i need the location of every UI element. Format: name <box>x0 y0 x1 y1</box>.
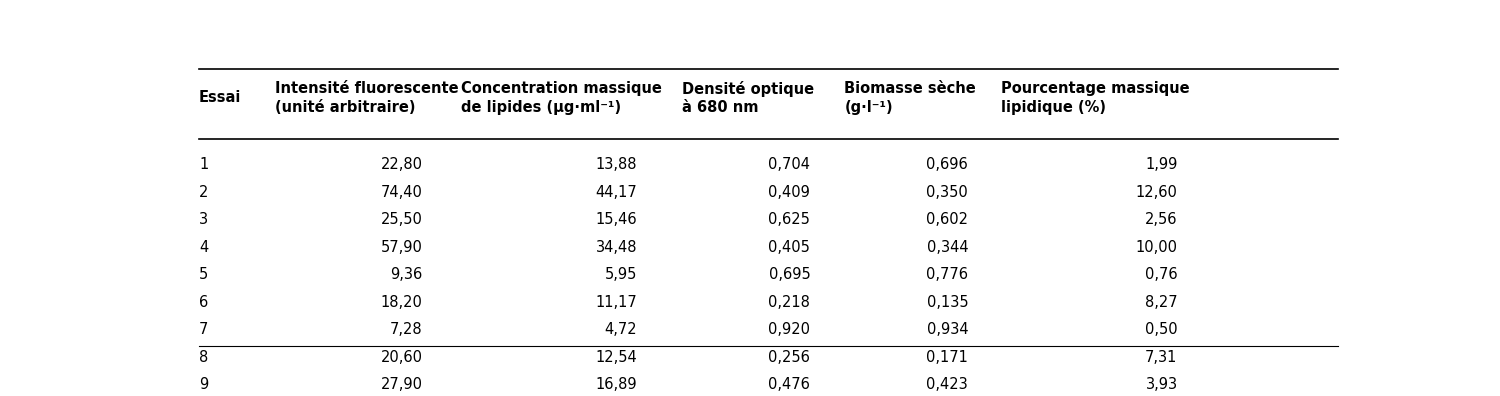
Text: 1,99: 1,99 <box>1144 158 1178 172</box>
Text: 25,50: 25,50 <box>381 212 423 227</box>
Text: 0,476: 0,476 <box>768 377 810 392</box>
Text: 2,56: 2,56 <box>1144 212 1178 227</box>
Text: 7: 7 <box>200 322 208 337</box>
Text: 9: 9 <box>200 377 208 392</box>
Text: 0,423: 0,423 <box>927 377 968 392</box>
Text: 4: 4 <box>200 240 208 255</box>
Text: 74,40: 74,40 <box>381 185 423 200</box>
Text: 8,27: 8,27 <box>1144 295 1178 310</box>
Text: 9,36: 9,36 <box>390 267 423 282</box>
Text: 20,60: 20,60 <box>381 350 423 364</box>
Text: Intensité fluorescente
(unité arbitraire): Intensité fluorescente (unité arbitraire… <box>274 81 459 114</box>
Text: 12,60: 12,60 <box>1136 185 1178 200</box>
Text: 0,602: 0,602 <box>926 212 968 227</box>
Text: 11,17: 11,17 <box>596 295 638 310</box>
Text: 7,28: 7,28 <box>390 322 423 337</box>
Text: 0,135: 0,135 <box>927 295 968 310</box>
Text: 13,88: 13,88 <box>596 158 638 172</box>
Text: 27,90: 27,90 <box>381 377 423 392</box>
Text: 0,625: 0,625 <box>768 212 810 227</box>
Text: 0,704: 0,704 <box>768 158 810 172</box>
Text: 34,48: 34,48 <box>596 240 638 255</box>
Text: 10,00: 10,00 <box>1136 240 1178 255</box>
Text: Biomasse sèche
(g·l⁻¹): Biomasse sèche (g·l⁻¹) <box>844 81 976 114</box>
Text: 18,20: 18,20 <box>381 295 423 310</box>
Text: 3: 3 <box>200 212 208 227</box>
Text: 0,344: 0,344 <box>927 240 968 255</box>
Text: 12,54: 12,54 <box>596 350 638 364</box>
Text: 0,920: 0,920 <box>768 322 810 337</box>
Text: 8: 8 <box>200 350 208 364</box>
Text: 3,93: 3,93 <box>1146 377 1178 392</box>
Text: Densité optique
à 680 nm: Densité optique à 680 nm <box>681 80 813 115</box>
Text: 5: 5 <box>200 267 208 282</box>
Text: 0,409: 0,409 <box>768 185 810 200</box>
Text: Concentration massique
de lipides (μg·ml⁻¹): Concentration massique de lipides (μg·ml… <box>460 81 662 114</box>
Text: Pourcentage massique
lipidique (%): Pourcentage massique lipidique (%) <box>1002 81 1190 114</box>
Text: 0,218: 0,218 <box>768 295 810 310</box>
Text: 1: 1 <box>200 158 208 172</box>
Text: 22,80: 22,80 <box>381 158 423 172</box>
Text: 2: 2 <box>200 185 208 200</box>
Text: 0,50: 0,50 <box>1144 322 1178 337</box>
Text: 0,405: 0,405 <box>768 240 810 255</box>
Text: 0,696: 0,696 <box>927 158 968 172</box>
Text: 57,90: 57,90 <box>381 240 423 255</box>
Text: 0,776: 0,776 <box>926 267 968 282</box>
Text: 0,76: 0,76 <box>1144 267 1178 282</box>
Text: 0,695: 0,695 <box>768 267 810 282</box>
Text: 0,171: 0,171 <box>927 350 968 364</box>
Text: Essai: Essai <box>200 90 242 105</box>
Text: 0,256: 0,256 <box>768 350 810 364</box>
Text: 0,934: 0,934 <box>927 322 968 337</box>
Text: 5,95: 5,95 <box>604 267 638 282</box>
Text: 15,46: 15,46 <box>596 212 638 227</box>
Text: 7,31: 7,31 <box>1144 350 1178 364</box>
Text: 6: 6 <box>200 295 208 310</box>
Text: 0,350: 0,350 <box>927 185 968 200</box>
Text: 44,17: 44,17 <box>596 185 638 200</box>
Text: 4,72: 4,72 <box>604 322 638 337</box>
Text: 16,89: 16,89 <box>596 377 638 392</box>
